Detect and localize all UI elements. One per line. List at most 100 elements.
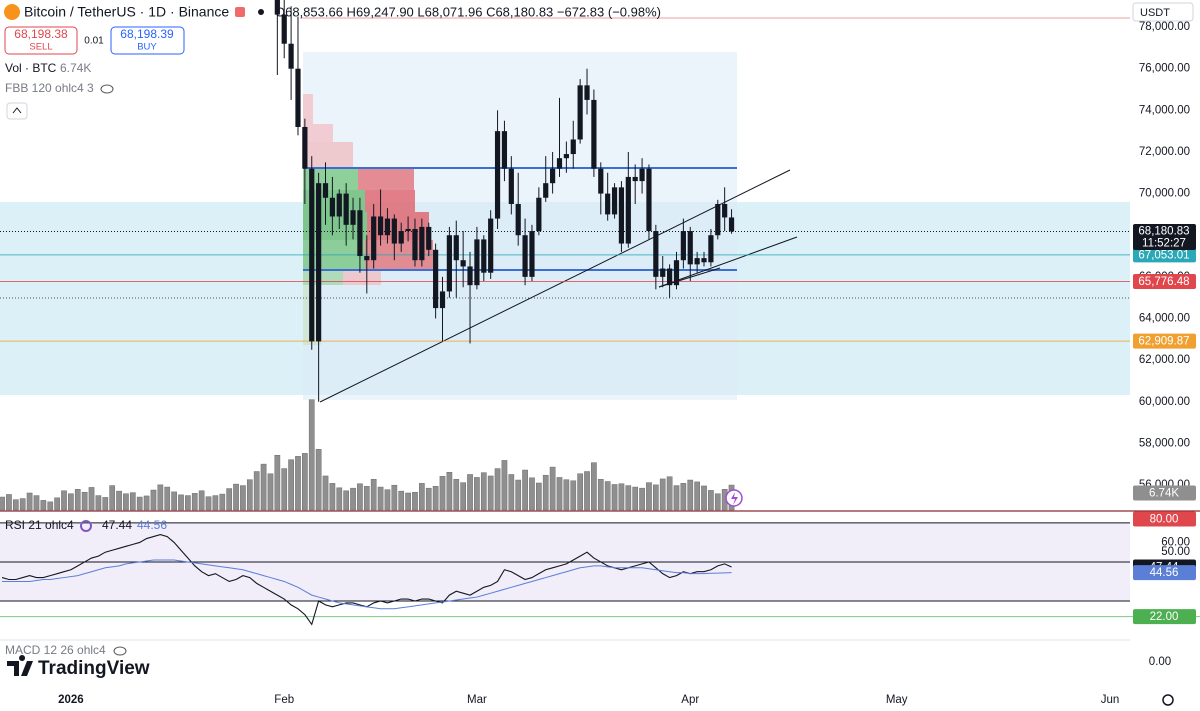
sell-button[interactable] — [4, 26, 78, 55]
level-tag-label: 65,776.48 — [1138, 276, 1189, 288]
volume-bar — [673, 485, 680, 511]
volume-bar — [666, 476, 673, 511]
volume-bar — [205, 496, 212, 511]
volume-bar — [322, 475, 329, 511]
collapse-button[interactable] — [6, 102, 28, 120]
volume-bar — [260, 463, 267, 511]
volume-bar — [212, 495, 219, 511]
buy-price: 68,198.39 — [120, 27, 174, 41]
buy-button[interactable] — [110, 26, 185, 55]
volume-bar — [584, 471, 590, 511]
settings-icon[interactable] — [1162, 694, 1174, 706]
volume-bar — [19, 498, 26, 511]
candle-body — [467, 266, 473, 286]
volume-bar — [570, 480, 577, 511]
level-tag — [1133, 333, 1196, 349]
volume-bar — [625, 485, 632, 511]
volume-bar — [542, 474, 549, 511]
candle-body — [556, 158, 563, 169]
profile-bar — [358, 168, 414, 190]
y-tick-label: 58,000.00 — [1139, 437, 1190, 449]
candle-body — [295, 68, 301, 127]
volume-bar — [68, 493, 74, 511]
visibility-icon[interactable] — [100, 84, 114, 94]
candle-body — [715, 204, 721, 236]
volume-bar — [391, 484, 398, 511]
volume-bar — [508, 474, 515, 511]
candle-body — [708, 235, 714, 263]
currency-button[interactable] — [1132, 2, 1194, 22]
volume-bar — [480, 472, 487, 511]
volume-bar — [398, 490, 405, 511]
settings-icon[interactable] — [80, 520, 92, 532]
y-tick-label: 72,000.00 — [1139, 146, 1190, 158]
candle-body — [570, 139, 576, 155]
x-tick-label: Mar — [467, 694, 487, 706]
candle-body — [384, 218, 391, 236]
candle-body — [522, 235, 528, 277]
indicator-title: FBB 120 ohlc4 3 — [5, 81, 94, 95]
volume-bar — [377, 486, 384, 511]
level-tag-label: 67,053.01 — [1138, 249, 1189, 261]
volume-bar — [233, 483, 239, 511]
volume-bar — [460, 482, 466, 511]
volume-bar — [129, 492, 136, 511]
candle-body — [673, 260, 680, 286]
last-price-tag-label: 68,180.83 — [1138, 225, 1189, 237]
volume-bar — [597, 479, 604, 511]
logo-icon — [7, 655, 33, 676]
y-tick-label: 64,000.00 — [1139, 313, 1190, 325]
candle-body — [316, 183, 322, 342]
volume-bar — [226, 488, 233, 511]
volume-bar — [281, 468, 288, 511]
volume-bar — [494, 468, 501, 511]
candle-body — [302, 126, 308, 169]
macd-title: MACD 12 26 ohlc4 — [5, 643, 106, 657]
volume-bar — [591, 462, 597, 511]
candle-body — [591, 99, 597, 169]
candle-body — [639, 168, 645, 182]
volume-bar — [95, 495, 102, 511]
last-price-tag — [1133, 223, 1196, 250]
candle-body — [309, 168, 315, 342]
level-tag — [1133, 511, 1196, 527]
level-tag — [1133, 274, 1196, 290]
spread: 0.01 — [84, 36, 104, 47]
volume-bar — [350, 487, 356, 511]
countdown: 11:52:27 — [1142, 237, 1186, 249]
symbol-title: Bitcoin / TetherUS · 1D · Binance — [24, 4, 229, 20]
volume-bar — [157, 484, 164, 511]
status-dot — [258, 9, 264, 15]
x-tick-label: May — [886, 694, 908, 706]
candle-body — [460, 260, 466, 267]
volume-bar — [611, 484, 618, 511]
volume-bar — [302, 453, 308, 511]
flag-icon[interactable] — [235, 7, 245, 17]
candle-body — [494, 131, 501, 219]
volume-bar — [246, 479, 253, 511]
volume-bar — [164, 486, 171, 511]
value-tag — [1133, 565, 1196, 581]
level-tag — [1133, 247, 1196, 263]
y-tick-label: 78,000.00 — [1139, 21, 1190, 33]
candle-body — [646, 168, 652, 232]
volume-bar — [6, 494, 12, 511]
candle-body — [687, 231, 693, 265]
candle-body — [453, 235, 459, 261]
visibility-icon[interactable] — [113, 646, 127, 656]
volume-bar — [646, 482, 652, 511]
rsi-ma-value: 44.56 — [137, 518, 167, 532]
ohlc: O68,853.66 H69,247.90 L68,071.96 C68,180… — [275, 4, 661, 19]
header: Bitcoin / TetherUS · 1D · Binance O68,85… — [4, 2, 1194, 706]
candle-body — [336, 193, 342, 217]
volume-bar — [315, 449, 322, 511]
candle-body — [584, 85, 590, 100]
volume-value: 6.74K — [60, 61, 91, 75]
buy-label: BUY — [137, 42, 157, 53]
y-tick-label: 76,000.00 — [1139, 63, 1190, 75]
volume-bar — [109, 485, 116, 511]
candle-body — [439, 291, 446, 309]
volume-bar — [604, 481, 611, 511]
